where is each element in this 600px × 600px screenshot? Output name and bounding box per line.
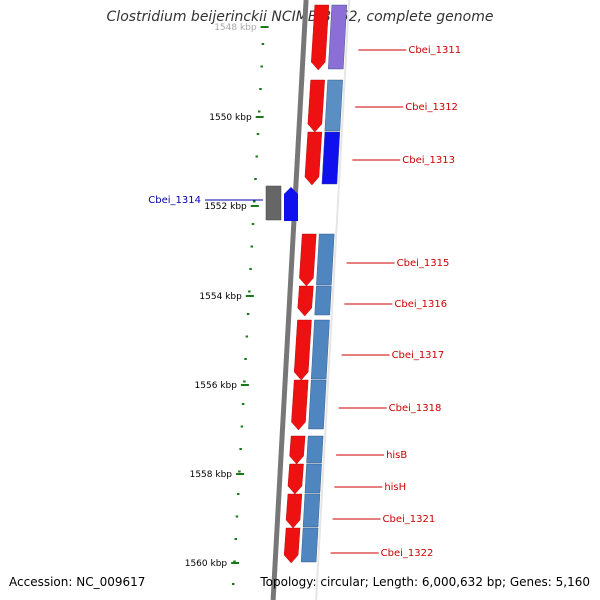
cds-block: [328, 4, 348, 70]
backbone-line: [270, 0, 309, 600]
topology-summary: Topology: circular; Length: 6,000,632 bp…: [260, 575, 590, 589]
cds-block: [316, 233, 335, 286]
gene-features: [265, 4, 348, 564]
cds-block: [314, 285, 332, 316]
reverse-gene-block: [265, 185, 282, 221]
gene-labels: Cbei_1311 Cbei_1312 Cbei_1313 Cbei_1314 Cbei…: [148, 45, 461, 559]
gene-label: Cbei_1318: [389, 403, 442, 414]
tick-label: 1556 kbp: [195, 381, 238, 391]
gene-label: Cbei_1315: [397, 258, 450, 269]
cds-block: [302, 493, 321, 528]
cds-block: [300, 527, 319, 563]
cds-block: [308, 379, 327, 430]
tick-label: 1552 kbp: [204, 202, 247, 212]
gene-label: Cbei_1311: [408, 45, 461, 56]
cds-block: [324, 79, 343, 132]
gene-label: Cbei_1312: [405, 102, 458, 113]
gene-arrow: [307, 79, 325, 133]
gene-label: hisB: [386, 450, 407, 461]
accession-text: Accession: NC_009617: [9, 575, 146, 589]
gene-label: hisH: [384, 482, 406, 493]
cds-block: [306, 435, 324, 464]
gene-arrow: [304, 131, 323, 186]
cds-block: [304, 463, 322, 494]
tick-label: 1558 kbp: [190, 470, 233, 480]
gene-arrow: [287, 463, 304, 495]
gene-label: Cbei_1321: [383, 514, 436, 525]
gene-label: Cbei_1316: [394, 299, 447, 310]
backbone-outer: [315, 0, 351, 600]
gene-arrow: [291, 379, 309, 431]
tick-scale: 1548 kbp 1550 kbp 1552 kbp 1554 kbp 1556 kbp…: [185, 23, 269, 585]
cds-block: [310, 319, 330, 380]
gene-label: Cbei_1317: [392, 350, 445, 361]
gene-arrow: [283, 527, 301, 564]
gene-arrow: [289, 435, 306, 465]
genome-backbone: [270, 0, 351, 600]
gene-arrow: [285, 493, 303, 529]
gene-arrow: [297, 285, 314, 317]
tick-label: 1554 kbp: [199, 292, 242, 302]
gene-arrow: [311, 4, 330, 71]
tick-label: 1548 kbp: [214, 23, 257, 33]
gene-arrow: [299, 233, 317, 287]
cds-block: [321, 131, 341, 185]
tick-label: 1560 kbp: [185, 559, 228, 569]
map-title: Clostridium beijerinckii NCIMB 8052, com…: [106, 9, 494, 25]
reverse-cds-arrow: [284, 187, 298, 221]
gene-label: Cbei_1314: [148, 195, 201, 206]
gene-arrow: [293, 319, 312, 381]
gene-label: Cbei_1313: [402, 155, 455, 166]
gene-label: Cbei_1322: [381, 548, 434, 559]
tick-label: 1550 kbp: [209, 113, 252, 123]
